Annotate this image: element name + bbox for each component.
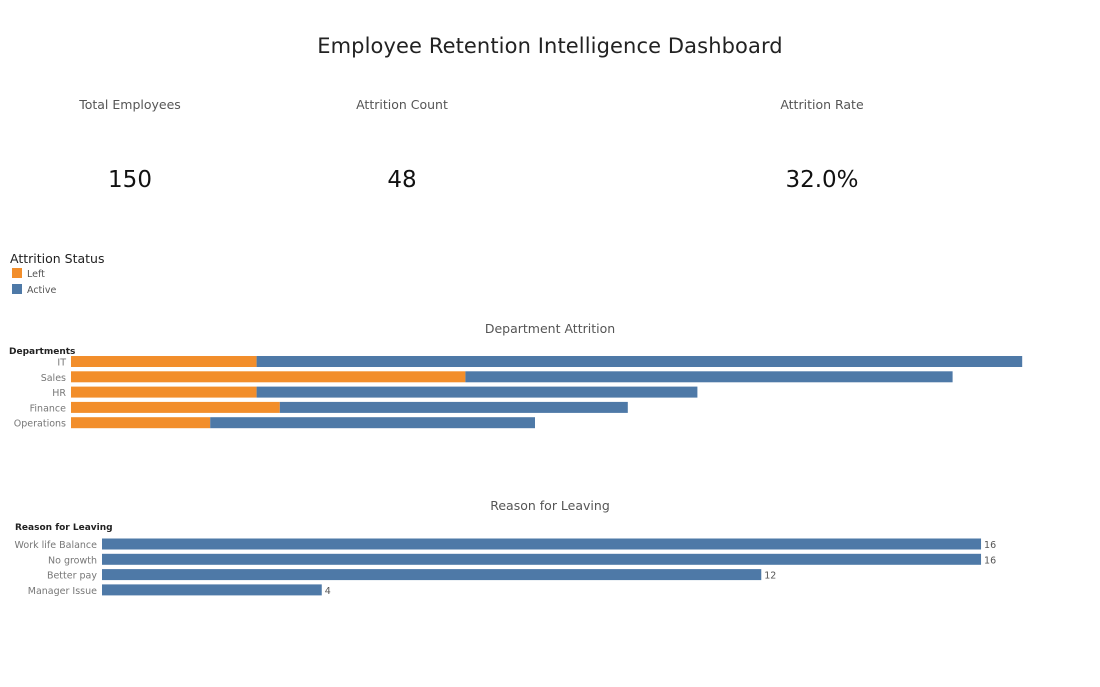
legend-item-active[interactable]: Active [12, 284, 56, 296]
reason-for-leaving-chart: Work life Balance 16 No growth 16 Better pay… [15, 538, 996, 597]
reason-tick-label-work-life-balance: Work life Balance [15, 540, 98, 551]
reason-tick-label-no-growth: No growth [48, 555, 97, 566]
dashboard-title: Employee Retention Intelligence Dashboar… [317, 34, 783, 58]
department-axis-title: Departments [9, 347, 76, 357]
dept-bar-finance-active[interactable] [279, 401, 628, 413]
dept-bar-it-left[interactable] [71, 356, 257, 367]
department-attrition-chart: IT Sales HR Finance Operations [14, 356, 1023, 430]
dept-bar-operations-left[interactable] [71, 417, 211, 429]
reason-bar-no-growth[interactable] [102, 553, 982, 565]
reason-bar-better-pay[interactable] [102, 569, 762, 581]
kpi-attrition-count-value: 48 [387, 167, 417, 193]
kpi-attrition-count-label: Attrition Count [356, 97, 448, 112]
dept-tick-label-operations: Operations [14, 419, 66, 430]
reason-bar-manager-issue[interactable] [102, 584, 322, 596]
reason-data-label-no-growth: 16 [984, 555, 996, 566]
dept-bar-finance-left[interactable] [71, 401, 280, 413]
department-chart-title: Department Attrition [484, 321, 616, 336]
legend-label-left: Left [27, 269, 45, 280]
dept-bar-sales-left[interactable] [71, 371, 466, 383]
dept-bar-hr-left[interactable] [71, 386, 257, 398]
dept-tick-label-it: IT [57, 358, 66, 369]
dept-tick-label-finance: Finance [30, 403, 66, 414]
legend-item-left[interactable]: Left [12, 268, 45, 280]
reason-data-label-manager-issue: 4 [325, 586, 331, 597]
dept-bar-it-active[interactable] [256, 356, 1023, 367]
legend-swatch-left [12, 268, 22, 278]
reason-chart-title: Reason for Leaving [490, 498, 610, 513]
kpi-total-employees-label: Total Employees [79, 97, 181, 112]
dept-bar-operations-active[interactable] [210, 417, 535, 429]
legend-swatch-active [12, 284, 22, 294]
dept-tick-label-sales: Sales [41, 373, 66, 384]
reason-data-label-work-life-balance: 16 [984, 540, 996, 551]
legend-title: Attrition Status [10, 251, 105, 266]
reason-bar-work-life-balance[interactable] [102, 538, 982, 550]
kpi-attrition-rate-label: Attrition Rate [780, 97, 864, 112]
kpi-total-employees-value: 150 [108, 167, 152, 193]
reason-data-label-better-pay: 12 [764, 571, 776, 582]
kpi-attrition-rate-value: 32.0% [785, 167, 859, 193]
dept-bar-hr-active[interactable] [256, 386, 698, 398]
legend-label-active: Active [27, 285, 57, 296]
reason-tick-label-better-pay: Better pay [47, 571, 97, 582]
dept-tick-label-hr: HR [52, 388, 66, 399]
reason-axis-title: Reason for Leaving [15, 523, 113, 533]
reason-tick-label-manager-issue: Manager Issue [28, 586, 97, 597]
dept-bar-sales-active[interactable] [465, 371, 953, 383]
